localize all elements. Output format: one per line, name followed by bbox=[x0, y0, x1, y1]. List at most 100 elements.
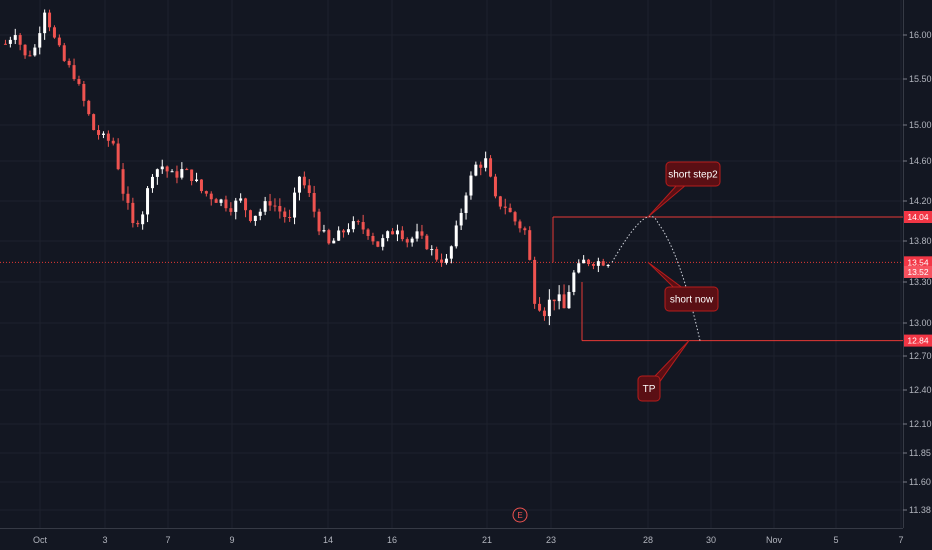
candle-body bbox=[101, 133, 105, 135]
time-tick-label: 23 bbox=[546, 535, 556, 545]
price-tag-label: 13.54 bbox=[907, 257, 929, 267]
candle bbox=[469, 171, 473, 200]
candle bbox=[391, 228, 395, 235]
candle-body bbox=[258, 211, 262, 216]
candle bbox=[263, 196, 267, 216]
candle bbox=[165, 165, 169, 178]
candle bbox=[474, 161, 478, 177]
event-markers[interactable]: E bbox=[512, 507, 528, 523]
earnings-marker-label: E bbox=[517, 511, 522, 520]
candle-body bbox=[165, 166, 169, 172]
candle-body bbox=[391, 231, 395, 235]
candle-body bbox=[8, 39, 12, 44]
price-tick-label: 12.70 bbox=[909, 351, 932, 361]
candle-body bbox=[297, 176, 301, 193]
candle-body bbox=[131, 202, 135, 224]
candle bbox=[332, 238, 336, 244]
candle bbox=[400, 226, 404, 242]
candle bbox=[386, 230, 390, 242]
time-axis[interactable]: Oct 3 7 9 14 16 21 23 28 30 Nov 5 7 bbox=[0, 528, 904, 546]
candle-body bbox=[606, 265, 610, 267]
candle bbox=[72, 58, 76, 81]
price-tag-label: 14.04 bbox=[907, 212, 929, 222]
candle bbox=[268, 193, 272, 211]
candle bbox=[190, 169, 194, 186]
candle-body bbox=[82, 83, 86, 101]
candle bbox=[121, 163, 125, 201]
price-tick-label: 14.20 bbox=[909, 196, 932, 206]
candle-body bbox=[469, 175, 473, 196]
callout: short step2 bbox=[647, 161, 721, 218]
candle-body bbox=[342, 230, 346, 233]
candle-body bbox=[268, 201, 272, 206]
callout-box bbox=[664, 286, 719, 312]
price-tag-bg bbox=[904, 211, 932, 223]
candle bbox=[224, 195, 228, 212]
earnings-marker: E bbox=[512, 507, 528, 523]
candle bbox=[533, 256, 537, 309]
candle-body bbox=[498, 196, 502, 207]
candle-body bbox=[337, 230, 341, 241]
price-tick-label: 12.40 bbox=[909, 385, 932, 395]
candle-body bbox=[77, 79, 81, 84]
candle bbox=[239, 193, 243, 203]
projection-arc bbox=[611, 215, 701, 341]
candle-body bbox=[38, 33, 42, 48]
candle-body bbox=[116, 143, 120, 170]
candle bbox=[82, 81, 86, 107]
candle bbox=[307, 179, 311, 198]
candle-body bbox=[190, 169, 194, 182]
candle-body bbox=[48, 12, 52, 28]
callout-text: short step2 bbox=[668, 170, 718, 181]
price-tick-label: 11.85 bbox=[909, 448, 931, 458]
candle-body bbox=[547, 299, 551, 317]
candle bbox=[77, 75, 81, 86]
candle-body bbox=[454, 225, 458, 247]
price-tick-label: 14.60 bbox=[909, 156, 932, 166]
candle-body bbox=[577, 263, 581, 273]
candle-body bbox=[361, 222, 365, 230]
price-tick-label: 12.10 bbox=[909, 419, 932, 429]
candle bbox=[591, 262, 595, 270]
candle bbox=[430, 245, 434, 256]
candle bbox=[484, 151, 488, 172]
candle bbox=[214, 197, 218, 203]
candle-body bbox=[591, 264, 595, 266]
candle-body bbox=[67, 60, 71, 66]
candle bbox=[278, 198, 282, 219]
candle-body bbox=[199, 179, 203, 192]
candle bbox=[146, 186, 150, 223]
candle bbox=[13, 28, 17, 45]
candle bbox=[229, 202, 233, 216]
candle bbox=[523, 226, 527, 235]
candle bbox=[52, 25, 56, 39]
candle bbox=[312, 185, 316, 218]
candle-body bbox=[248, 210, 252, 222]
candle-body bbox=[415, 231, 419, 239]
candle bbox=[116, 138, 120, 171]
candle-body bbox=[209, 193, 213, 200]
candle bbox=[337, 226, 341, 241]
candle bbox=[405, 237, 409, 248]
candle bbox=[376, 241, 380, 248]
candle bbox=[582, 255, 586, 264]
candle-body bbox=[244, 198, 248, 211]
candle bbox=[577, 259, 581, 274]
candle-body bbox=[449, 246, 453, 259]
candle bbox=[395, 224, 399, 242]
candle bbox=[141, 211, 145, 230]
candle-body bbox=[381, 238, 385, 247]
callout-box bbox=[665, 161, 721, 187]
candle-body bbox=[239, 198, 243, 201]
candle-body bbox=[13, 35, 17, 40]
time-tick-label: 7 bbox=[898, 535, 903, 545]
time-tick-label: 28 bbox=[643, 535, 653, 545]
candle bbox=[322, 224, 326, 233]
price-axis[interactable]: 11.38 11.60 11.85 12.10 12.40 12.70 13.00 13.30… bbox=[903, 0, 932, 528]
candle-body bbox=[87, 100, 91, 115]
time-tick-label: Oct bbox=[33, 535, 48, 545]
candle bbox=[528, 226, 532, 261]
candle-body bbox=[312, 192, 316, 212]
candle bbox=[18, 33, 22, 51]
